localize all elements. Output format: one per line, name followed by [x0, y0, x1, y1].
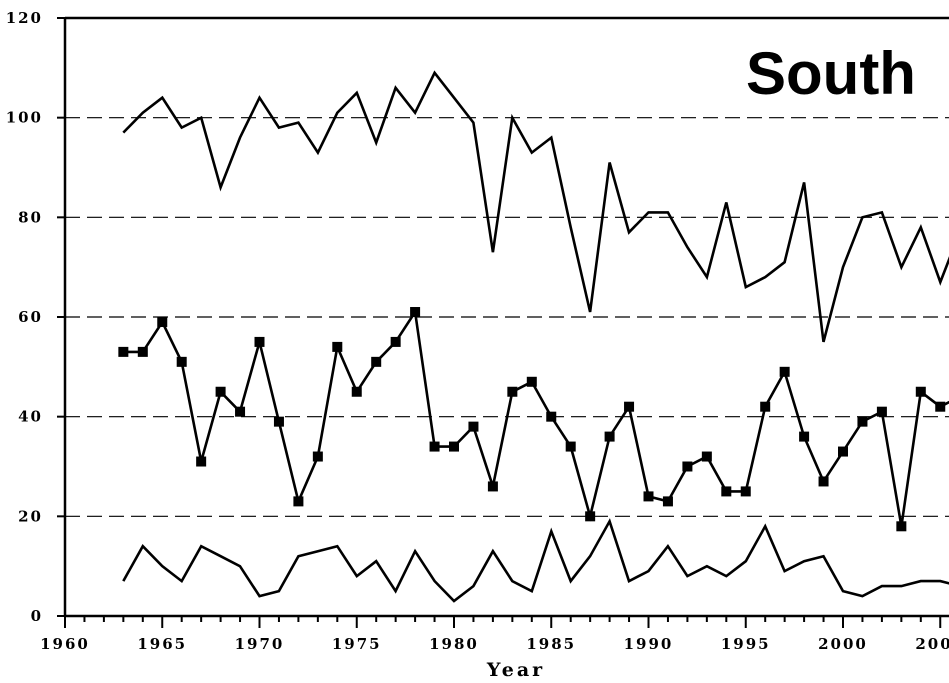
- y-tick-label: 0: [31, 607, 43, 625]
- data-point: [351, 386, 362, 397]
- data-point: [176, 356, 187, 367]
- data-point: [487, 481, 498, 492]
- series-line-3: [122, 518, 949, 603]
- y-tick-label: 120: [6, 9, 43, 27]
- data-point: [896, 521, 907, 532]
- data-point: [312, 451, 323, 462]
- data-point: [371, 356, 382, 367]
- data-point: [429, 441, 440, 452]
- data-point: [721, 486, 732, 497]
- data-point: [760, 401, 771, 412]
- y-tick-label: 80: [18, 208, 43, 226]
- x-tick-label: 1980: [429, 635, 479, 653]
- series-layer: [118, 70, 949, 603]
- data-point: [468, 421, 479, 432]
- series-line-2: [123, 308, 949, 527]
- x-axis-title: Year: [486, 659, 545, 681]
- x-tick-label: 1960: [40, 635, 90, 653]
- x-tick-label: 1970: [235, 635, 285, 653]
- y-tick-label: 60: [18, 308, 43, 326]
- data-point: [857, 416, 868, 427]
- y-tick-label: 40: [18, 408, 43, 426]
- data-point: [118, 346, 129, 357]
- data-point: [838, 446, 848, 457]
- series-line-1: [122, 70, 949, 343]
- data-point: [254, 336, 265, 347]
- data-point: [876, 406, 887, 417]
- x-tick-label: 2005: [915, 635, 949, 653]
- data-point: [624, 401, 635, 412]
- data-point: [799, 431, 810, 442]
- y-tick-label: 20: [18, 507, 43, 525]
- chart-title: South: [746, 40, 916, 107]
- data-point: [157, 316, 168, 327]
- data-point: [390, 336, 401, 347]
- axes: 0 20 40 60 80 100 120 1960 1965 1970 1975 1980 1985 1…: [6, 9, 949, 653]
- data-point: [915, 386, 926, 397]
- data-point: [818, 476, 829, 487]
- data-point: [235, 406, 246, 417]
- data-point: [740, 486, 751, 497]
- data-point: [526, 376, 537, 387]
- data-point: [585, 511, 596, 522]
- data-point: [410, 307, 421, 318]
- data-point: [662, 496, 673, 507]
- x-tick-label: 2000: [818, 635, 868, 653]
- x-tick-label: 1965: [137, 635, 187, 653]
- data-point: [604, 431, 615, 442]
- data-point: [137, 346, 148, 357]
- data-point: [449, 441, 459, 452]
- x-tick-label: 1985: [526, 635, 576, 653]
- data-point: [215, 386, 226, 397]
- x-tick-label: 1975: [332, 635, 382, 653]
- data-point: [293, 496, 304, 507]
- data-point: [546, 411, 557, 422]
- data-point: [507, 386, 518, 397]
- data-point: [935, 401, 946, 412]
- data-point: [565, 441, 576, 452]
- x-tick-label: 1995: [721, 635, 771, 653]
- data-point: [643, 491, 654, 502]
- data-point: [332, 341, 343, 352]
- data-point: [701, 451, 712, 462]
- data-point: [273, 416, 284, 427]
- data-point: [779, 366, 790, 377]
- y-tick-label: 100: [6, 109, 43, 127]
- data-point: [682, 461, 693, 472]
- data-point: [196, 456, 207, 467]
- x-tick-label: 1990: [624, 635, 674, 653]
